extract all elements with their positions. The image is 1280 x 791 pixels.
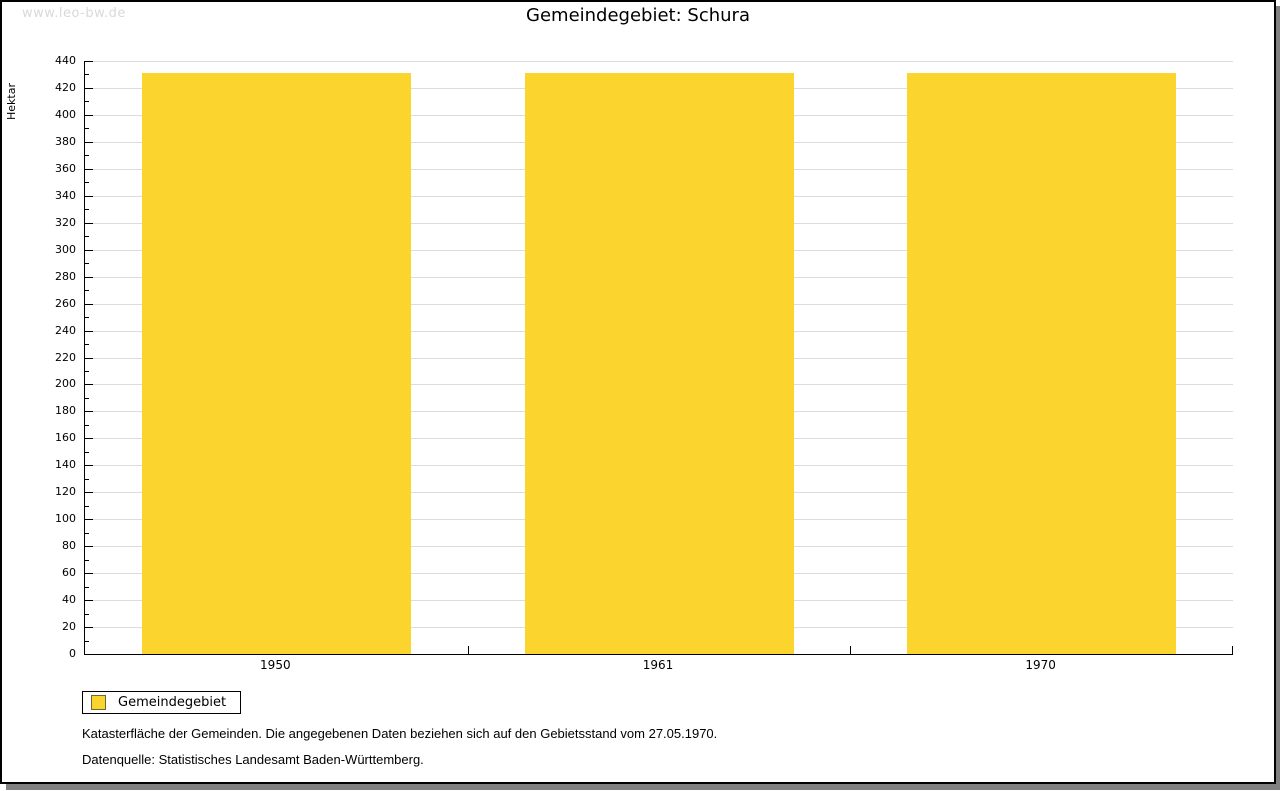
y-tick-label: 0 bbox=[69, 647, 76, 660]
y-tick-label: 280 bbox=[55, 269, 76, 283]
y-major-tick bbox=[85, 87, 93, 89]
y-minor-tick bbox=[85, 74, 89, 76]
y-minor-tick bbox=[85, 344, 89, 346]
y-major-tick bbox=[85, 465, 93, 467]
legend-swatch-gemeindegebiet bbox=[91, 695, 106, 710]
y-tick-label: 100 bbox=[55, 512, 76, 526]
y-minor-tick bbox=[85, 559, 89, 561]
y-major-tick bbox=[85, 195, 93, 197]
y-minor-tick bbox=[85, 451, 89, 453]
y-tick-label: 40 bbox=[62, 593, 76, 607]
x-axis-end-tick bbox=[1232, 646, 1233, 654]
y-minor-tick bbox=[85, 505, 89, 507]
legend: Gemeindegebiet bbox=[82, 691, 242, 714]
y-major-tick bbox=[85, 114, 93, 116]
y-tick-label: 360 bbox=[55, 161, 76, 175]
footnote-data-source: Datenquelle: Statistisches Landesamt Bad… bbox=[82, 752, 424, 767]
y-tick-label: 420 bbox=[55, 80, 76, 94]
y-major-tick bbox=[85, 573, 93, 575]
y-tick-label: 20 bbox=[62, 620, 76, 634]
y-major-tick bbox=[85, 438, 93, 440]
y-minor-tick bbox=[85, 397, 89, 399]
y-major-tick bbox=[85, 384, 93, 386]
x-category-label: 1961 bbox=[642, 658, 674, 672]
y-tick-label: 400 bbox=[55, 107, 76, 121]
y-tick-label: 140 bbox=[55, 458, 76, 472]
y-major-tick bbox=[85, 276, 93, 278]
bar-1961 bbox=[524, 73, 794, 654]
y-tick-label: 440 bbox=[55, 54, 76, 67]
y-minor-tick bbox=[85, 478, 89, 480]
y-tick-label: 120 bbox=[55, 485, 76, 499]
y-minor-tick bbox=[85, 586, 89, 588]
y-tick-label: 60 bbox=[62, 566, 76, 580]
bar-1950 bbox=[141, 73, 411, 654]
chart-title: Gemeindegebiet: Schura bbox=[526, 5, 750, 26]
y-major-tick bbox=[85, 303, 93, 305]
y-minor-tick bbox=[85, 128, 89, 130]
watermark: www.leo-bw.de bbox=[22, 6, 126, 21]
y-tick-label: 320 bbox=[55, 215, 76, 229]
y-minor-tick bbox=[85, 317, 89, 319]
y-tick-label: 200 bbox=[55, 377, 76, 391]
y-minor-tick bbox=[85, 424, 89, 426]
y-major-tick bbox=[85, 546, 93, 548]
y-major-tick bbox=[85, 141, 93, 143]
y-tick-label: 340 bbox=[55, 188, 76, 202]
y-major-tick bbox=[85, 357, 93, 359]
y-major-tick bbox=[85, 600, 93, 602]
plot-area bbox=[84, 61, 1233, 655]
y-tick-label: 160 bbox=[55, 431, 76, 445]
y-tick-label: 80 bbox=[62, 539, 76, 553]
y-tick-label: 300 bbox=[55, 242, 76, 256]
y-major-tick bbox=[85, 330, 93, 332]
y-minor-tick bbox=[85, 370, 89, 372]
y-minor-tick bbox=[85, 236, 89, 238]
y-tick-label: 260 bbox=[55, 296, 76, 310]
footnote-source-description: Katasterfläche der Gemeinden. Die angege… bbox=[82, 726, 718, 741]
y-minor-tick bbox=[85, 613, 89, 615]
x-category-label: 1950 bbox=[260, 658, 291, 672]
y-minor-tick bbox=[85, 532, 89, 534]
y-tick-label: 240 bbox=[55, 323, 76, 337]
bar-1970 bbox=[907, 73, 1177, 654]
y-major-tick bbox=[85, 519, 93, 521]
x-axis-tick bbox=[468, 646, 469, 654]
y-minor-tick bbox=[85, 263, 89, 265]
x-axis-tick bbox=[850, 646, 851, 654]
x-category-label: 1970 bbox=[1025, 658, 1056, 672]
y-major-tick bbox=[85, 249, 93, 251]
y-major-tick bbox=[85, 627, 93, 629]
y-major-tick bbox=[85, 61, 93, 62]
y-minor-tick bbox=[85, 209, 89, 211]
y-minor-tick bbox=[85, 101, 89, 103]
y-tick-label: 180 bbox=[55, 404, 76, 418]
y-minor-tick bbox=[85, 182, 89, 184]
gridline bbox=[85, 61, 1233, 62]
y-tick-label: 380 bbox=[55, 134, 76, 148]
legend-label: Gemeindegebiet bbox=[118, 695, 227, 710]
y-axis-title: Hektar bbox=[5, 83, 18, 120]
y-major-tick bbox=[85, 222, 93, 224]
y-minor-tick bbox=[85, 290, 89, 292]
y-major-tick bbox=[85, 492, 93, 494]
y-tick-label: 220 bbox=[55, 350, 76, 364]
y-major-tick bbox=[85, 411, 93, 413]
y-major-tick bbox=[85, 168, 93, 170]
y-minor-tick bbox=[85, 155, 89, 157]
y-minor-tick bbox=[85, 640, 89, 642]
